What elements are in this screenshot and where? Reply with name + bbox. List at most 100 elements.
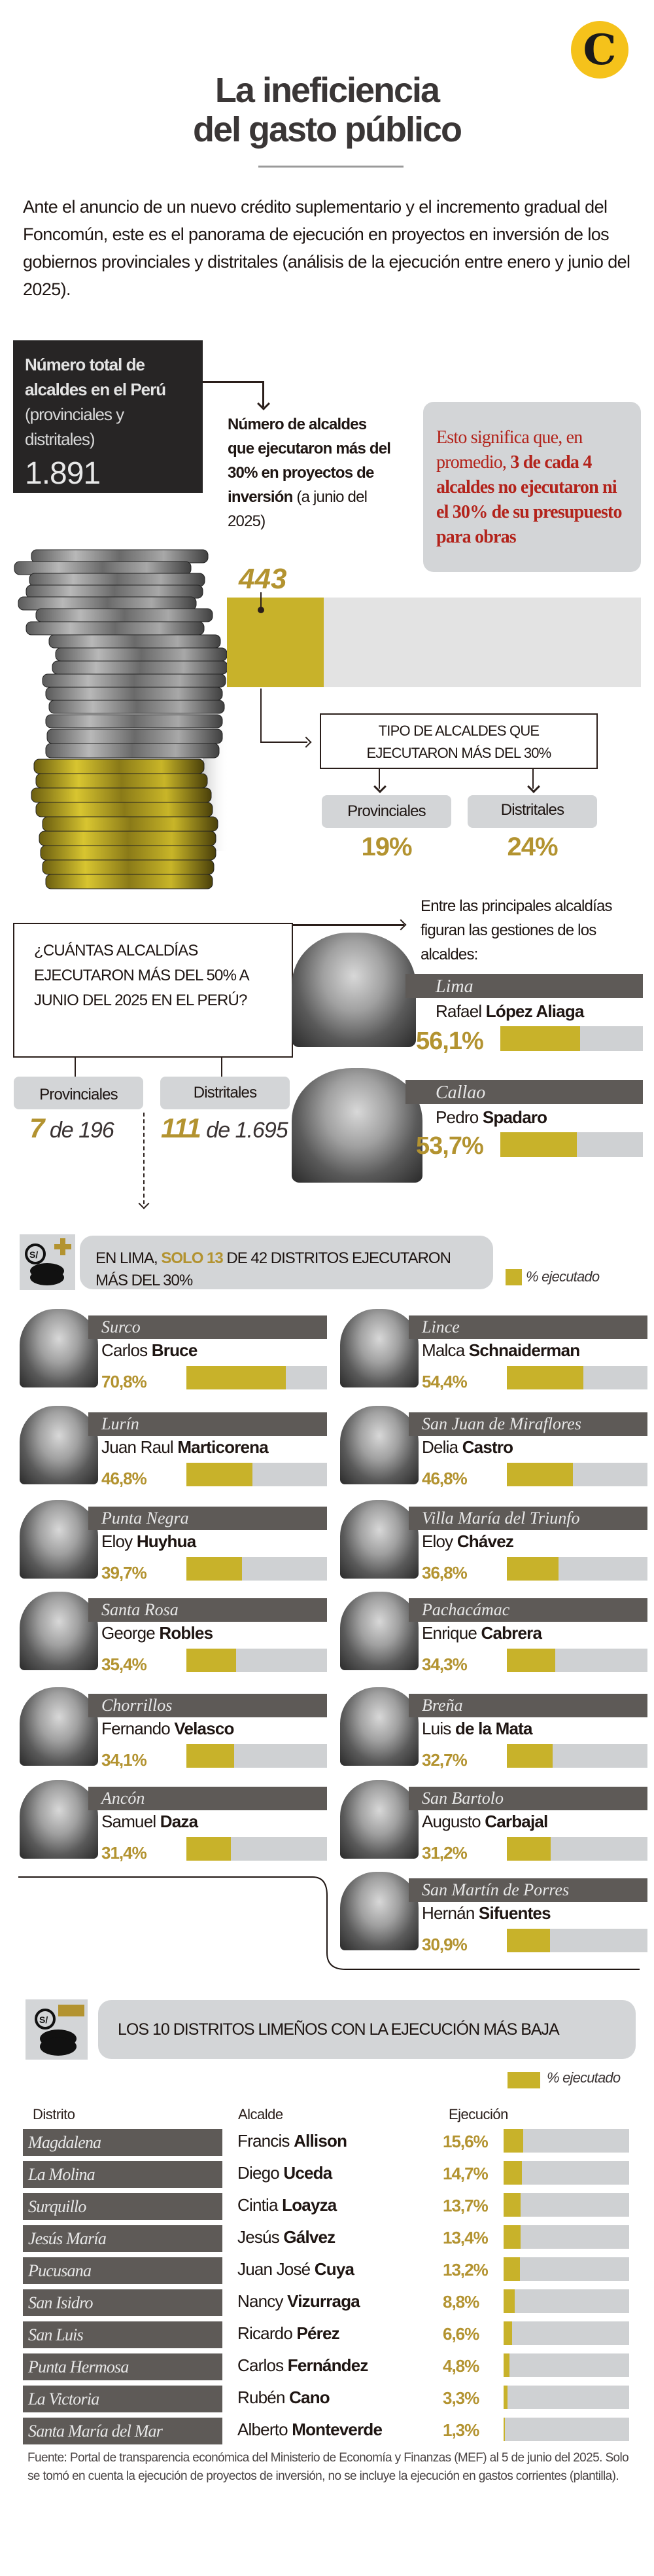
pct-label: 39,7% xyxy=(101,1563,147,1583)
pct-label: 31,2% xyxy=(422,1843,468,1863)
pct-bar xyxy=(507,1744,647,1768)
mayor-photo xyxy=(20,1592,98,1670)
legend-label: % ejecutado xyxy=(547,2069,621,2086)
connector-line xyxy=(260,742,307,743)
low-section-title: LOS 10 DISTRITOS LIMEÑOS CON LA EJECUCIÓ… xyxy=(98,2000,636,2059)
pct-bar xyxy=(507,1837,647,1861)
mayor-photo xyxy=(340,1780,419,1859)
district-band: Villa María del Triunfo xyxy=(409,1507,647,1530)
mayor-card: San Juan de Miraflores Delia Castro 46,8… xyxy=(340,1406,647,1491)
mayor-name: Eloy Huyhua xyxy=(101,1531,196,1551)
bracket-line xyxy=(18,1876,640,1970)
mayor-name: Fernando Velasco xyxy=(101,1719,234,1738)
arrow-right-icon xyxy=(395,919,407,931)
connector-line xyxy=(262,381,264,407)
pct-cell: 13,2% xyxy=(443,2260,489,2280)
mayor-cell: Juan José Cuya xyxy=(237,2259,354,2279)
pct-bar xyxy=(507,1649,647,1672)
legend-label: % ejecutado xyxy=(526,1268,600,1285)
mayor-card: Villa María del Triunfo Eloy Chávez 36,8… xyxy=(340,1500,647,1585)
mayor-card: Santa Rosa George Robles 35,4% xyxy=(20,1592,327,1677)
intro-paragraph: Ante el anuncio de un nuevo crédito supl… xyxy=(23,197,630,299)
mayor-photo xyxy=(340,1592,419,1670)
distritales-50-fraction: 111 de 1.695 xyxy=(161,1113,288,1143)
arrow-down-icon xyxy=(373,780,387,793)
district-cell: San Luis xyxy=(23,2321,222,2348)
district-band: Ancón xyxy=(88,1787,327,1810)
mayor-cell: Alberto Monteverde xyxy=(237,2420,383,2439)
mayor-name: Delia Castro xyxy=(422,1437,513,1457)
total-alcaldes-box: Número total de alcaldes en el Perú (pro… xyxy=(13,340,203,493)
title-divider xyxy=(258,166,404,168)
mayor-card: Lince Malca Schnaiderman 54,4% xyxy=(340,1309,647,1394)
district-cell: Jesús María xyxy=(23,2225,222,2252)
callout-box: Esto significa que, en promedio, 3 de ca… xyxy=(423,402,641,572)
mayor-card: Pachacámac Enrique Cabrera 34,3% xyxy=(340,1592,647,1677)
district-cell: San Isidro xyxy=(23,2289,222,2316)
pct-cell: 6,6% xyxy=(443,2324,479,2344)
distritales-pill-50: Distritales xyxy=(160,1077,290,1109)
district-band: Lurín xyxy=(88,1412,327,1436)
pct-label: 35,4% xyxy=(101,1655,147,1674)
mayor-cell: Rubén Cano xyxy=(237,2388,330,2407)
connector-line xyxy=(203,381,264,383)
pct-bar xyxy=(504,2321,629,2345)
pct-bar xyxy=(186,1649,327,1672)
table-row: La Molina Diego Uceda 14,7% xyxy=(23,2161,638,2188)
mayor-cell: Jesús Gálvez xyxy=(237,2227,336,2247)
district-band: Chorrillos xyxy=(88,1694,327,1717)
pct-bar xyxy=(504,2225,629,2249)
pct-label: 46,8% xyxy=(101,1469,147,1488)
mayor-card: Ancón Samuel Daza 31,4% xyxy=(20,1780,327,1865)
district-cell: Pucusana xyxy=(23,2257,222,2284)
mayor-cell: Ricardo Pérez xyxy=(237,2323,340,2343)
lima-section-title: EN LIMA, SOLO 13 DE 42 DISTRITOS EJECUTA… xyxy=(80,1236,493,1289)
pct-label: 34,1% xyxy=(101,1750,147,1770)
arrow-down-icon xyxy=(527,780,540,793)
total-label: Número total de alcaldes en el Perú xyxy=(25,355,166,399)
mayor-photo xyxy=(20,1500,98,1579)
pct-bar xyxy=(504,2161,629,2185)
connector-line xyxy=(260,689,262,743)
pct-callao: 53,7% xyxy=(416,1132,484,1160)
legend-swatch xyxy=(506,1269,522,1285)
table-row: Jesús María Jesús Gálvez 13,4% xyxy=(23,2225,638,2252)
pct-bar xyxy=(507,1929,647,1952)
mayor-name: Hernán Sifuentes xyxy=(422,1903,551,1923)
pct-label: 31,4% xyxy=(101,1843,147,1863)
mayor-name: Carlos Bruce xyxy=(101,1340,198,1360)
district-cell: Surquillo xyxy=(23,2193,222,2220)
pct-cell: 13,4% xyxy=(443,2228,489,2247)
pct-cell: 8,8% xyxy=(443,2292,479,2312)
col-header-distrito: Distrito xyxy=(33,2106,75,2122)
executed30-bar xyxy=(227,598,641,687)
coins-icon: S/ xyxy=(26,1999,88,2060)
mayor-photo-lima xyxy=(292,933,416,1047)
mayor-cell: Francis Allison xyxy=(237,2131,347,2151)
mayor-name: Luis de la Mata xyxy=(422,1719,532,1738)
mayor-photo xyxy=(20,1780,98,1859)
mayor-cell: Carlos Fernández xyxy=(237,2355,368,2375)
provinciales-pct: 19% xyxy=(361,832,412,861)
district-band: San Bartolo xyxy=(409,1787,647,1810)
bar-callao xyxy=(500,1132,643,1157)
mayor-cell: Nancy Vizurraga xyxy=(237,2291,360,2311)
arrow-down-icon xyxy=(257,397,270,410)
district-band: Pachacámac xyxy=(409,1598,647,1622)
connector-line xyxy=(532,769,534,789)
mayor-photo xyxy=(340,1872,419,1950)
pct-cell: 13,7% xyxy=(443,2196,489,2215)
mayor-name-lima: Rafael López Aliaga xyxy=(436,1001,584,1021)
pct-label: 54,4% xyxy=(422,1372,468,1391)
pct-bar xyxy=(507,1557,647,1581)
pct-label: 70,8% xyxy=(101,1372,147,1391)
mayor-photo xyxy=(20,1687,98,1766)
mayor-photo xyxy=(20,1309,98,1387)
mayor-name: Augusto Carbajal xyxy=(422,1812,548,1831)
pct-bar xyxy=(504,2193,629,2217)
district-band: Punta Negra xyxy=(88,1507,327,1530)
pointer-dot xyxy=(258,607,264,613)
mayor-name: Eloy Chávez xyxy=(422,1531,514,1551)
pct-cell: 15,6% xyxy=(443,2132,489,2151)
mayor-name: Enrique Cabrera xyxy=(422,1623,542,1643)
